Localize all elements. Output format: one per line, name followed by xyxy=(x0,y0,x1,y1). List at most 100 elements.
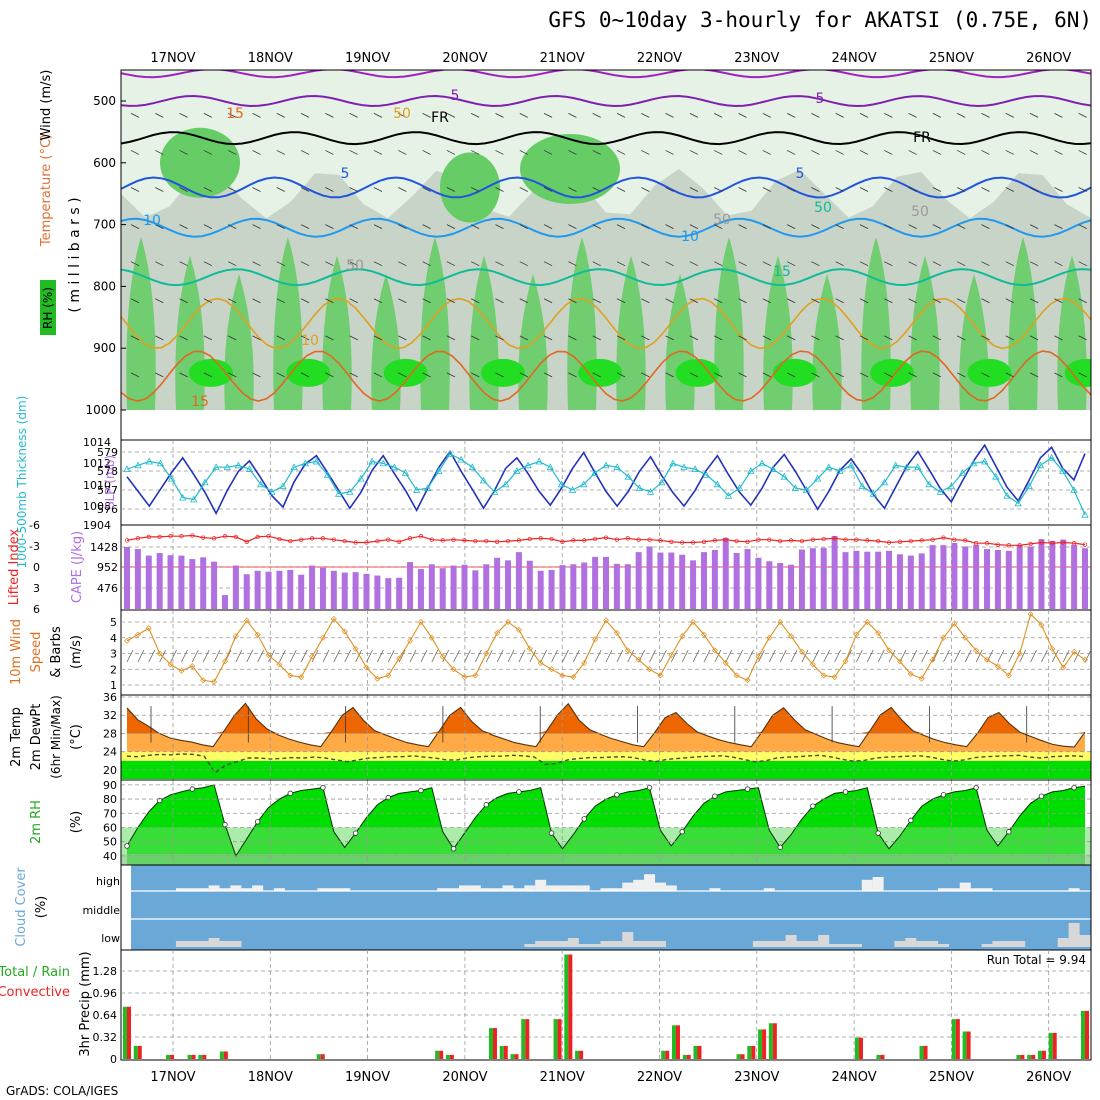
wind-barb xyxy=(495,372,504,378)
wind-speed-point xyxy=(842,658,849,665)
li-point xyxy=(832,536,837,541)
cloud-low-bar xyxy=(829,944,841,947)
wind-barb xyxy=(762,113,771,118)
precip-total-bar xyxy=(1037,1050,1042,1059)
wind-barb xyxy=(616,335,626,341)
wind-barb xyxy=(884,335,893,341)
cape-bar xyxy=(646,546,653,609)
li-line xyxy=(126,534,1086,546)
wind-barb xyxy=(543,150,553,155)
cloud-low-bar xyxy=(818,935,830,947)
wind-barb xyxy=(568,372,577,378)
wind-barb xyxy=(714,224,723,229)
wind10m-barb xyxy=(485,649,493,663)
wind-barb xyxy=(179,298,188,304)
wind10m-barb xyxy=(975,649,983,663)
li-point xyxy=(669,539,674,544)
wind-barb xyxy=(981,335,990,341)
li-point xyxy=(701,539,707,544)
wind-barb xyxy=(471,224,480,229)
thickness-point xyxy=(412,486,421,493)
li-point xyxy=(647,537,652,542)
cape-bar xyxy=(396,577,403,609)
li-point xyxy=(429,537,434,542)
wind-speed-point xyxy=(592,636,599,643)
wind-barb xyxy=(811,113,820,118)
li-point xyxy=(407,536,413,541)
wind-barb xyxy=(446,224,456,229)
contour-label: 5 xyxy=(796,166,805,182)
wind-speed-point xyxy=(886,647,893,654)
wind-barb xyxy=(252,113,261,118)
thickness-point xyxy=(580,480,588,488)
wind-barb xyxy=(1078,224,1087,229)
cloud-low-bar xyxy=(796,941,808,947)
rh-core xyxy=(189,358,233,387)
wind10m-barb xyxy=(964,649,972,663)
rh-point xyxy=(222,821,228,828)
contour-label: 5 xyxy=(451,88,460,104)
thickness-point xyxy=(490,488,499,495)
li-point xyxy=(560,539,565,544)
wind-barb xyxy=(1005,113,1014,118)
thickness-point xyxy=(680,463,688,471)
precip-total-bar xyxy=(758,1029,763,1059)
thickness-frame xyxy=(120,439,1092,526)
wind-barb xyxy=(884,113,893,118)
li-point xyxy=(505,538,511,544)
rh-legend-swatch xyxy=(40,280,56,335)
temp-axis-label-4: (°C) xyxy=(69,724,84,750)
contour-label: 15 xyxy=(191,394,209,410)
cloud-axis-label-1: Cloud Cover xyxy=(14,867,29,947)
thickness-point xyxy=(212,463,220,471)
wind10m-barb xyxy=(627,649,635,663)
rh-column xyxy=(126,236,156,410)
wind-barb xyxy=(373,187,383,192)
cape-bar xyxy=(962,546,969,609)
wind-barb xyxy=(616,150,626,155)
thickness-point xyxy=(145,457,153,465)
cape-bar xyxy=(570,564,577,609)
contour-label: 50 xyxy=(713,212,731,228)
cape-bar xyxy=(385,578,392,609)
li-point xyxy=(995,542,1001,547)
cloud-low-bar xyxy=(1068,923,1080,947)
precip-convective-bar xyxy=(675,1025,680,1059)
wind-barb xyxy=(471,187,480,192)
wind-barb xyxy=(641,261,650,267)
wind-barb xyxy=(714,298,723,304)
precip-total-bar xyxy=(1048,1032,1053,1059)
precip-convective-bar xyxy=(579,1050,584,1059)
cloud-high-bar xyxy=(600,888,612,891)
wind-barb xyxy=(908,150,917,155)
wind-barb xyxy=(422,298,431,304)
wind-barb xyxy=(471,372,480,378)
wind-barb xyxy=(568,113,577,118)
wind-barb xyxy=(276,335,285,341)
wind-tick: 3 xyxy=(110,648,117,661)
li-point xyxy=(244,539,249,544)
cloud-low-bar xyxy=(1079,935,1091,947)
precip-total-bar xyxy=(499,1045,504,1059)
rh-core xyxy=(383,358,428,387)
thickness-point xyxy=(190,495,198,503)
wind-barb xyxy=(714,335,723,341)
wind-barb xyxy=(495,298,504,304)
cloud-high-bar xyxy=(273,888,285,891)
li-point xyxy=(538,536,543,541)
thickness-point xyxy=(535,457,543,465)
wind-speed-point xyxy=(777,619,784,625)
wind-barb xyxy=(908,113,917,118)
wind-barb xyxy=(276,150,285,155)
wind10m-barb xyxy=(551,649,558,663)
precip-convective-bar xyxy=(525,1019,530,1059)
wind-barb xyxy=(446,113,456,118)
wind-barb xyxy=(179,187,188,192)
wind-barb xyxy=(616,298,626,304)
li-point xyxy=(723,537,728,542)
cape-bar xyxy=(711,549,718,609)
precip-tick: 0 xyxy=(110,1053,117,1066)
wind10m-barb xyxy=(518,649,526,663)
cape-bar xyxy=(842,552,849,609)
